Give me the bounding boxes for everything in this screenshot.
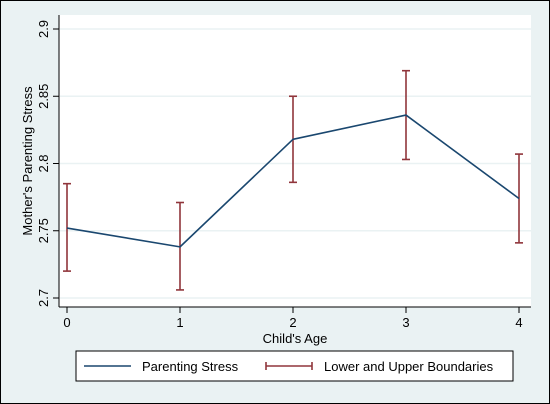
y-tick-label-4: 2.9 (36, 20, 51, 38)
x-axis-label: Child's Age (263, 331, 328, 346)
y-axis-label: Mother's Parenting Stress (20, 86, 35, 236)
y-tick-label-0: 2.7 (36, 289, 51, 307)
parenting-stress-line (66, 114, 520, 248)
y-tick-label-2: 2.8 (36, 154, 51, 172)
y-ticks: 2.7 2.75 2.8 2.85 2.9 (36, 20, 59, 307)
legend-label-parenting-stress: Parenting Stress (142, 359, 239, 374)
x-tick-label-4: 4 (515, 315, 522, 330)
x-tick-label-0: 0 (63, 315, 70, 330)
x-tick-label-1: 1 (176, 315, 183, 330)
errorbar-0 (63, 182, 71, 272)
x-tick-label-3: 3 (402, 315, 409, 330)
legend: Parenting Stress Lower and Upper Boundar… (75, 350, 514, 382)
grid-lines (60, 28, 531, 299)
x-tick-label-2: 2 (289, 315, 296, 330)
series-line (66, 114, 520, 248)
y-tick-label-1: 2.75 (36, 218, 51, 243)
y-tick-label-3: 2.85 (36, 84, 51, 109)
legend-label-boundaries: Lower and Upper Boundaries (324, 359, 494, 374)
legend-errorbar-swatch (265, 362, 313, 370)
x-ticks: 0 1 2 3 4 (63, 307, 523, 330)
plot-area (59, 15, 531, 307)
legend-box (75, 350, 514, 382)
